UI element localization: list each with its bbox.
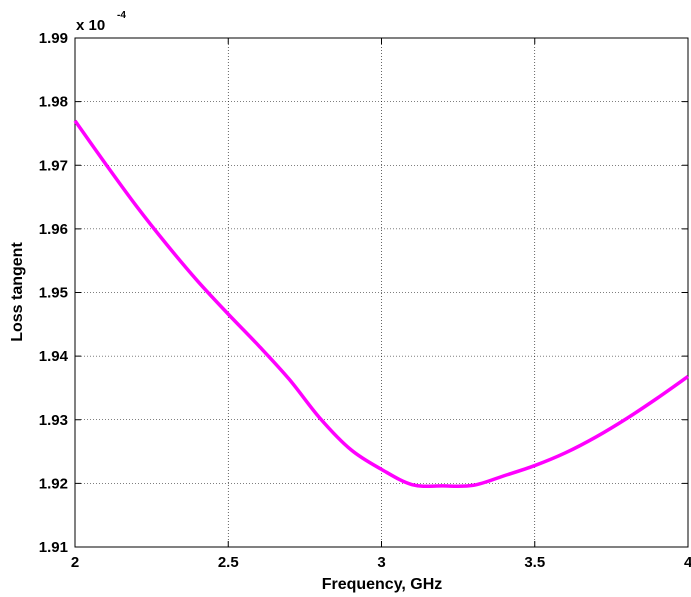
x-tick-label: 4 — [684, 554, 691, 571]
x-axis-label: Frequency, GHz — [322, 576, 443, 593]
y-tick-label: 1.95 — [39, 285, 68, 302]
y-tick-label: 1.98 — [39, 94, 68, 111]
y-tick-label: 1.96 — [39, 221, 68, 238]
y-tick-labels: 1.91 1.92 1.93 1.94 1.95 1.96 1.97 1.98 1.99 — [39, 30, 69, 556]
x-tick-label: 2.5 — [218, 554, 239, 571]
y-axis-label: Loss tangent — [9, 242, 26, 342]
series-group — [73, 119, 690, 489]
x-tick-label: 3 — [377, 554, 385, 571]
y-tick-label: 1.97 — [39, 157, 68, 174]
y-exponent-power: -4 — [117, 10, 126, 21]
loss-tangent-series-line — [73, 119, 690, 489]
y-tick-label: 1.93 — [39, 412, 68, 429]
x-tick-label: 3.5 — [524, 554, 545, 571]
y-tick-label: 1.92 — [39, 475, 68, 492]
x-tick-label: 2 — [71, 554, 79, 571]
y-tick-label: 1.94 — [39, 348, 69, 365]
x-tick-labels: 2 2.5 3 3.5 4 — [71, 554, 691, 571]
y-tick-label: 1.99 — [39, 30, 68, 47]
grid-lines — [75, 38, 688, 547]
y-tick-label: 1.91 — [39, 539, 68, 556]
y-exponent-prefix: x 10 — [76, 17, 105, 34]
tick-marks — [74, 37, 689, 548]
